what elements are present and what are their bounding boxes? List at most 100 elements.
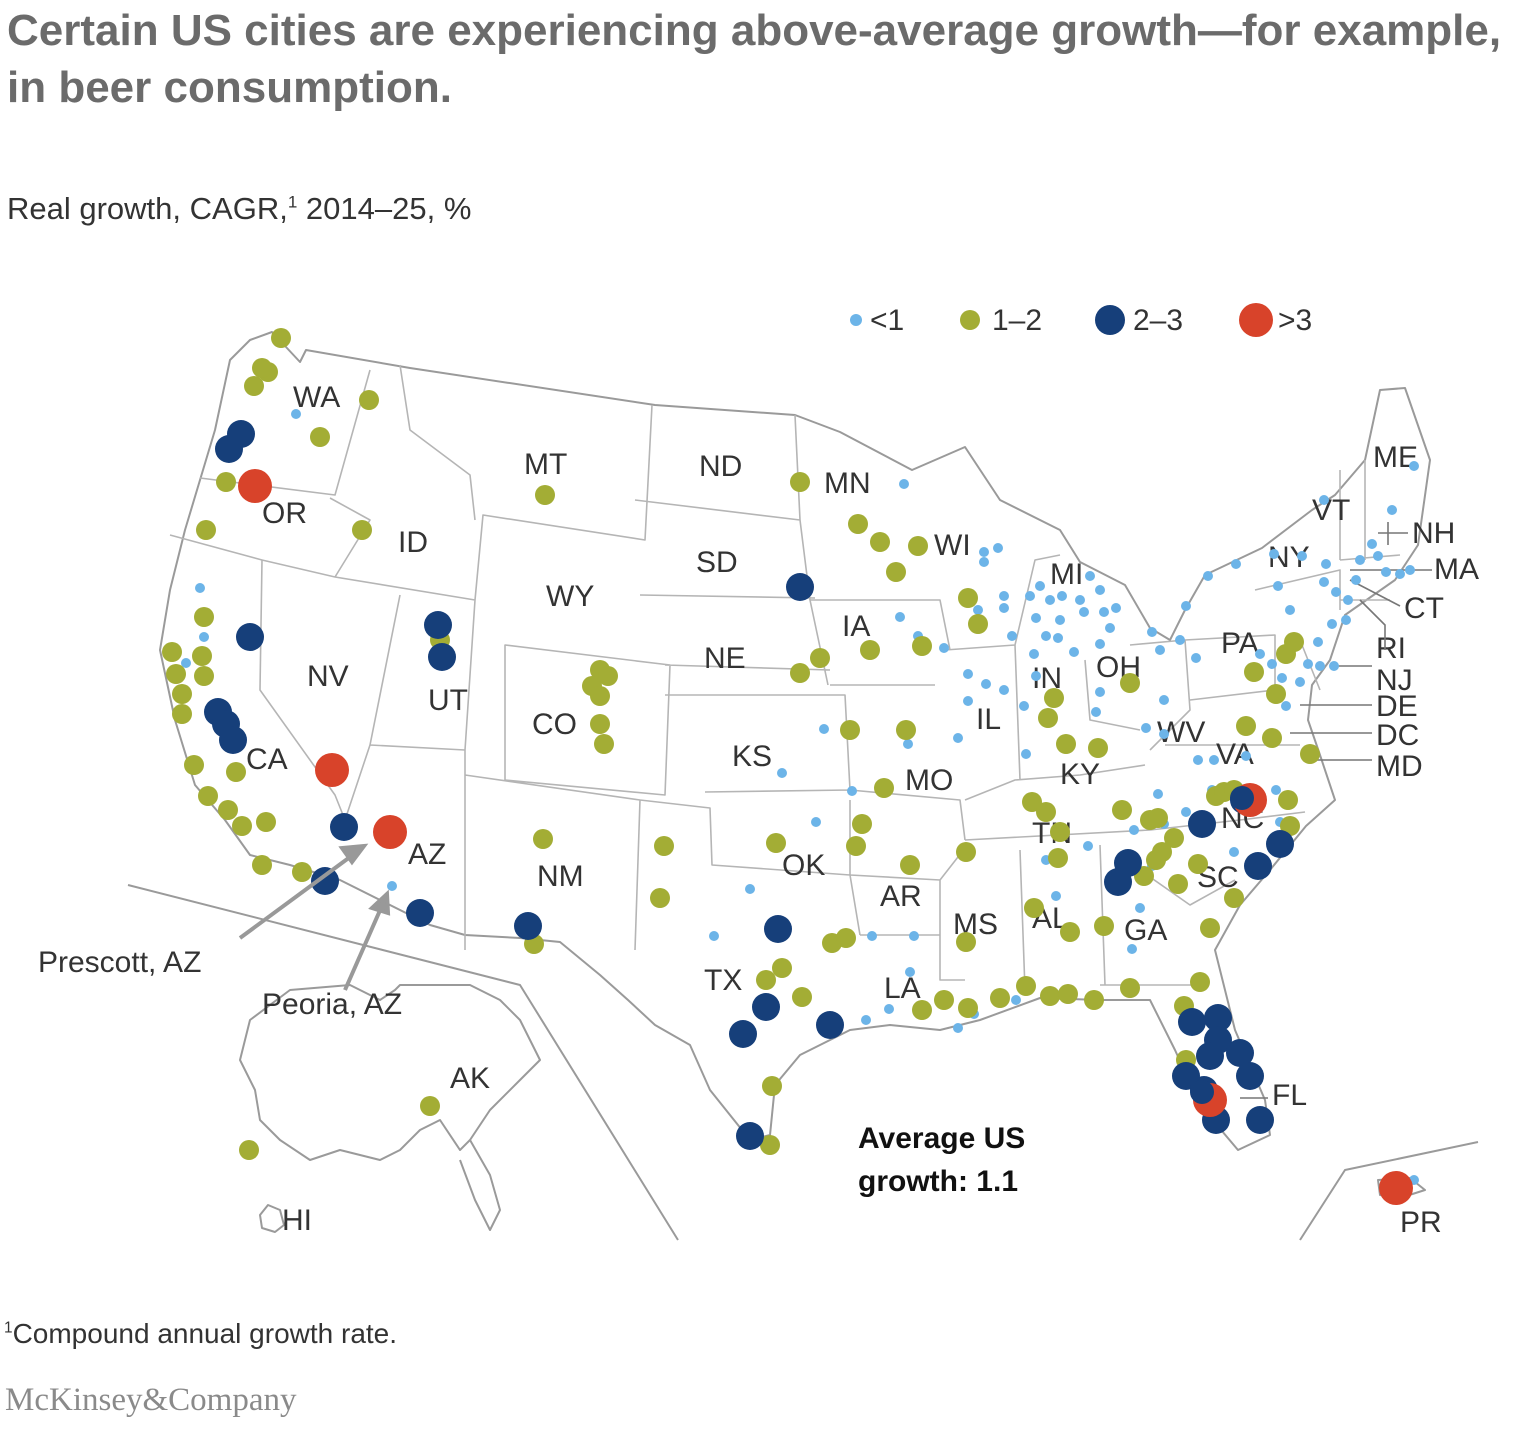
city-marker xyxy=(1091,707,1101,717)
state-label-ne: NE xyxy=(704,642,746,675)
average-line2: growth: 1.1 xyxy=(858,1165,1018,1198)
city-marker xyxy=(979,557,989,567)
city-marker xyxy=(762,1076,782,1096)
city-marker xyxy=(912,1000,932,1020)
city-marker xyxy=(291,409,301,419)
city-marker xyxy=(786,573,814,601)
city-marker xyxy=(1181,807,1191,817)
state-label-nh: NH xyxy=(1412,517,1455,550)
city-marker xyxy=(311,867,339,895)
city-marker xyxy=(650,888,670,908)
city-marker xyxy=(1053,633,1063,643)
city-marker xyxy=(912,636,932,656)
legend-label-gt3: >3 xyxy=(1278,304,1312,337)
city-marker xyxy=(1267,659,1277,669)
alaska-outline xyxy=(239,984,541,1161)
city-marker xyxy=(1168,874,1188,894)
city-marker xyxy=(1105,623,1115,633)
city-marker xyxy=(1255,649,1265,659)
city-marker xyxy=(1135,903,1145,913)
footnote-text: Compound annual growth rate. xyxy=(12,1318,398,1349)
city-marker xyxy=(1057,591,1067,601)
city-marker xyxy=(1355,555,1365,565)
city-marker xyxy=(1379,1171,1413,1205)
city-marker xyxy=(899,479,909,489)
city-marker xyxy=(406,899,434,927)
state-label-ma: MA xyxy=(1434,553,1479,586)
city-marker xyxy=(1036,802,1056,822)
city-marker xyxy=(810,648,830,668)
city-marker xyxy=(1016,976,1036,996)
city-marker xyxy=(870,532,890,552)
state-label-ct: CT xyxy=(1404,592,1444,625)
city-marker xyxy=(1321,559,1331,569)
state-label-co: CO xyxy=(532,708,577,741)
city-marker xyxy=(1058,984,1078,1004)
city-marker xyxy=(292,862,312,882)
city-marker xyxy=(973,605,983,615)
city-marker xyxy=(252,855,272,875)
city-marker xyxy=(1331,587,1341,597)
city-marker xyxy=(252,358,272,378)
city-marker xyxy=(908,536,928,556)
city-marker xyxy=(1313,637,1323,647)
city-marker xyxy=(1029,649,1039,659)
city-marker xyxy=(1178,1008,1206,1036)
city-marker xyxy=(424,611,452,639)
city-marker xyxy=(1271,785,1281,795)
city-marker xyxy=(238,469,272,503)
state-label-ga: GA xyxy=(1124,914,1167,947)
dots-overlay xyxy=(1190,786,1254,1104)
city-marker xyxy=(1230,786,1254,810)
city-marker xyxy=(1164,828,1184,848)
city-marker xyxy=(736,1122,764,1150)
city-marker xyxy=(594,734,614,754)
city-marker xyxy=(896,720,916,740)
city-marker xyxy=(993,543,1003,553)
dots-lt1 xyxy=(181,409,1419,1185)
state-label-mt: MT xyxy=(524,448,567,481)
leader-line xyxy=(1378,522,1408,545)
city-marker xyxy=(1315,661,1325,671)
city-marker xyxy=(895,612,905,622)
state-label-ks: KS xyxy=(732,740,772,773)
city-marker xyxy=(1395,569,1405,579)
city-marker xyxy=(1038,708,1058,728)
city-marker xyxy=(956,932,976,952)
city-marker xyxy=(1266,830,1294,858)
city-marker xyxy=(1405,565,1415,575)
city-marker xyxy=(218,800,238,820)
city-marker xyxy=(1278,790,1298,810)
legend-label-1to2: 1–2 xyxy=(992,304,1042,337)
city-marker xyxy=(752,993,780,1021)
city-marker xyxy=(1204,1004,1232,1032)
legend-marker-lt1 xyxy=(850,314,862,326)
state-label-ut: UT xyxy=(428,684,468,717)
city-marker xyxy=(1094,916,1114,936)
city-marker xyxy=(963,669,973,679)
city-marker xyxy=(1367,539,1377,549)
city-marker xyxy=(1048,848,1068,868)
city-marker xyxy=(194,607,214,627)
city-marker xyxy=(219,726,247,754)
city-marker xyxy=(181,658,191,668)
city-marker xyxy=(1146,850,1166,870)
city-marker xyxy=(196,520,216,540)
city-marker xyxy=(1319,495,1329,505)
state-label-az: AZ xyxy=(408,838,446,871)
city-marker xyxy=(939,643,949,653)
dots-gt3 xyxy=(238,469,1413,1205)
city-marker xyxy=(1284,632,1304,652)
average-line1: Average US xyxy=(858,1122,1025,1155)
city-marker xyxy=(1007,631,1017,641)
city-marker xyxy=(1159,729,1169,739)
city-marker xyxy=(172,704,192,724)
city-marker xyxy=(953,733,963,743)
city-marker xyxy=(1079,607,1089,617)
city-marker xyxy=(184,755,204,775)
city-marker xyxy=(819,724,829,734)
state-label-pa: PA xyxy=(1221,627,1259,660)
state-label-hi: HI xyxy=(282,1204,312,1237)
city-marker xyxy=(846,836,866,856)
city-marker xyxy=(244,376,264,396)
